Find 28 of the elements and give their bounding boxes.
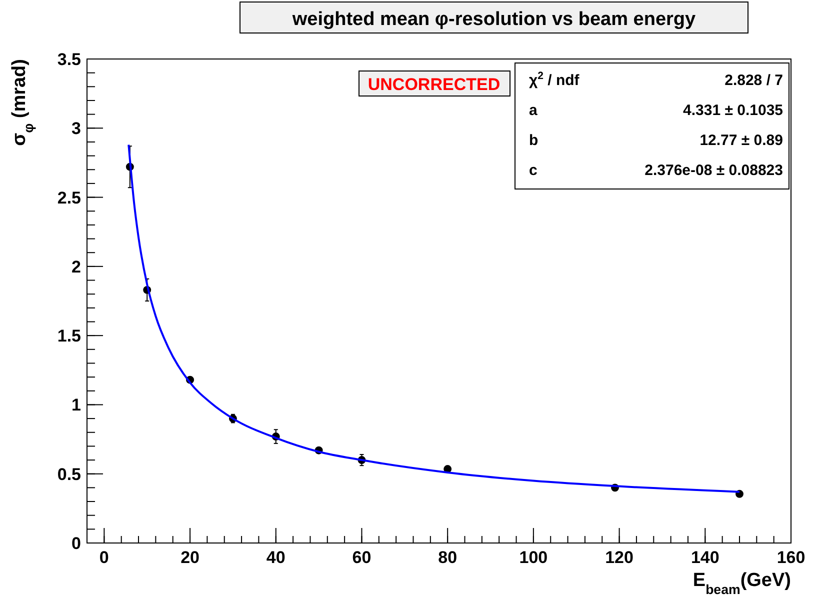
annotation: b bbox=[529, 132, 538, 149]
annotation: 4.331 ± 0.1035 bbox=[683, 102, 783, 119]
y-tick-label: 1.5 bbox=[57, 326, 81, 346]
x-tick-label: 160 bbox=[776, 548, 806, 567]
annotation: 2.828 / 7 bbox=[724, 72, 783, 89]
y-tick-label: 0 bbox=[72, 534, 81, 553]
x-tick-label: 80 bbox=[438, 548, 458, 567]
y-tick-label: 1 bbox=[72, 396, 81, 415]
y-tick-label: 3 bbox=[72, 119, 81, 138]
annotation: a bbox=[529, 102, 538, 119]
annotation: UNCORRECTED bbox=[368, 75, 500, 94]
x-tick-label: 120 bbox=[605, 548, 634, 567]
chart-title: weighted mean φ-resolution vs beam energy bbox=[291, 9, 696, 30]
annotation: χ$^{2}$ / ndf bbox=[529, 70, 580, 89]
y-tick-label: 2 bbox=[72, 257, 81, 276]
x-tick-label: 40 bbox=[266, 548, 286, 567]
x-tick-label: 100 bbox=[519, 548, 548, 567]
y-tick-label: 3.5 bbox=[57, 50, 81, 69]
x-tick-label: 20 bbox=[180, 548, 200, 567]
x-tick-label: 0 bbox=[99, 548, 109, 567]
x-tick-label: 60 bbox=[352, 548, 372, 567]
y-tick-label: 2.5 bbox=[57, 188, 81, 208]
annotation: c bbox=[529, 162, 538, 179]
annotation: 12.77 ± 0.89 bbox=[700, 132, 783, 149]
x-tick-label: 140 bbox=[690, 548, 720, 567]
annotation: 2.376e-08 ± 0.08823 bbox=[644, 162, 783, 179]
x-axis-title: E$_{beam}$(GeV) bbox=[692, 570, 791, 596]
y-tick-label: 0.5 bbox=[57, 464, 81, 484]
